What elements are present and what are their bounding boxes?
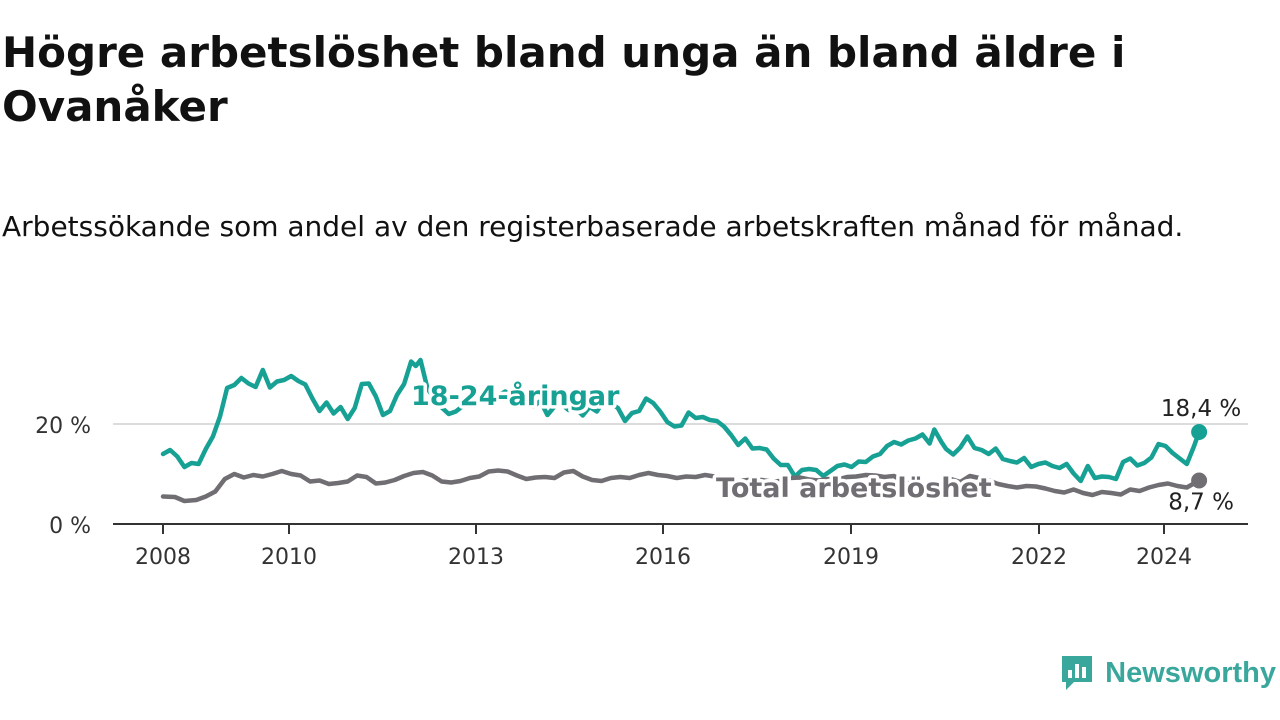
y-tick-label: 20 % bbox=[35, 414, 91, 439]
series-label-youth: 18-24-åringar bbox=[411, 380, 620, 412]
y-tick-label: 0 % bbox=[49, 514, 91, 539]
series-end-point bbox=[1191, 472, 1208, 489]
newsworthy-brand: Newsworthy bbox=[1059, 650, 1276, 696]
x-tick-label: 2019 bbox=[823, 545, 879, 570]
x-tick-label: 2016 bbox=[635, 545, 691, 570]
end-value-label-total: 8,7 % bbox=[1168, 490, 1234, 516]
end-value-label-youth: 18,4 % bbox=[1161, 396, 1241, 422]
x-tick-label: 2010 bbox=[261, 545, 317, 570]
series-line-youth bbox=[160, 357, 1202, 484]
chart-subtitle: Arbetssökande som andel av den registerb… bbox=[2, 210, 1184, 243]
axes: 0 % 20 % 2008 2010 2013 2016 2019 2022 2024 bbox=[35, 414, 1248, 570]
newsworthy-logo-icon bbox=[1062, 656, 1093, 690]
x-tick-label: 2022 bbox=[1011, 545, 1067, 570]
x-tick-label: 2008 bbox=[135, 545, 191, 570]
x-tick-label: 2024 bbox=[1136, 545, 1192, 570]
series-label-total: Total arbetslöshet bbox=[716, 473, 992, 504]
series bbox=[160, 357, 1208, 504]
x-tick-label: 2013 bbox=[448, 545, 504, 570]
series-end-point bbox=[1191, 424, 1208, 440]
brand-name: Newsworthy bbox=[1105, 656, 1276, 689]
series-labels: 18-24-åringar Total arbetslöshet 18,4 % 8,7… bbox=[408, 377, 1244, 519]
chart-title: Högre arbetslöshet bland unga än bland ä… bbox=[2, 28, 1126, 131]
series-line-total bbox=[160, 468, 1202, 504]
